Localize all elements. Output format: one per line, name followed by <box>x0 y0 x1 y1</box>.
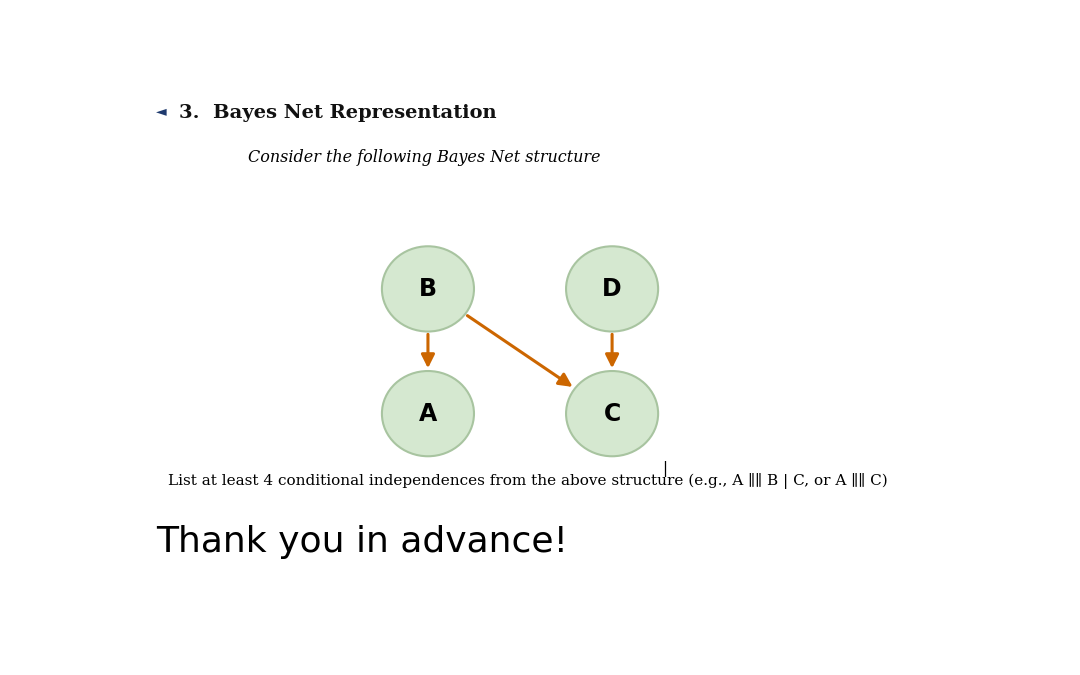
Text: ◄: ◄ <box>156 105 166 118</box>
Ellipse shape <box>566 371 658 456</box>
Text: |: | <box>662 462 667 477</box>
Text: A: A <box>419 402 437 426</box>
Ellipse shape <box>566 246 658 331</box>
Ellipse shape <box>382 246 474 331</box>
Text: C: C <box>604 402 621 426</box>
Text: B: B <box>419 277 437 301</box>
Text: Thank you in advance!: Thank you in advance! <box>156 525 568 560</box>
Ellipse shape <box>382 371 474 456</box>
Text: D: D <box>603 277 622 301</box>
Text: 3.  Bayes Net Representation: 3. Bayes Net Representation <box>178 105 496 122</box>
Text: Consider the following Bayes Net structure: Consider the following Bayes Net structu… <box>248 148 600 165</box>
Text: List at least 4 conditional independences from the above structure (e.g., A ∥∥ B: List at least 4 conditional independence… <box>168 473 888 489</box>
